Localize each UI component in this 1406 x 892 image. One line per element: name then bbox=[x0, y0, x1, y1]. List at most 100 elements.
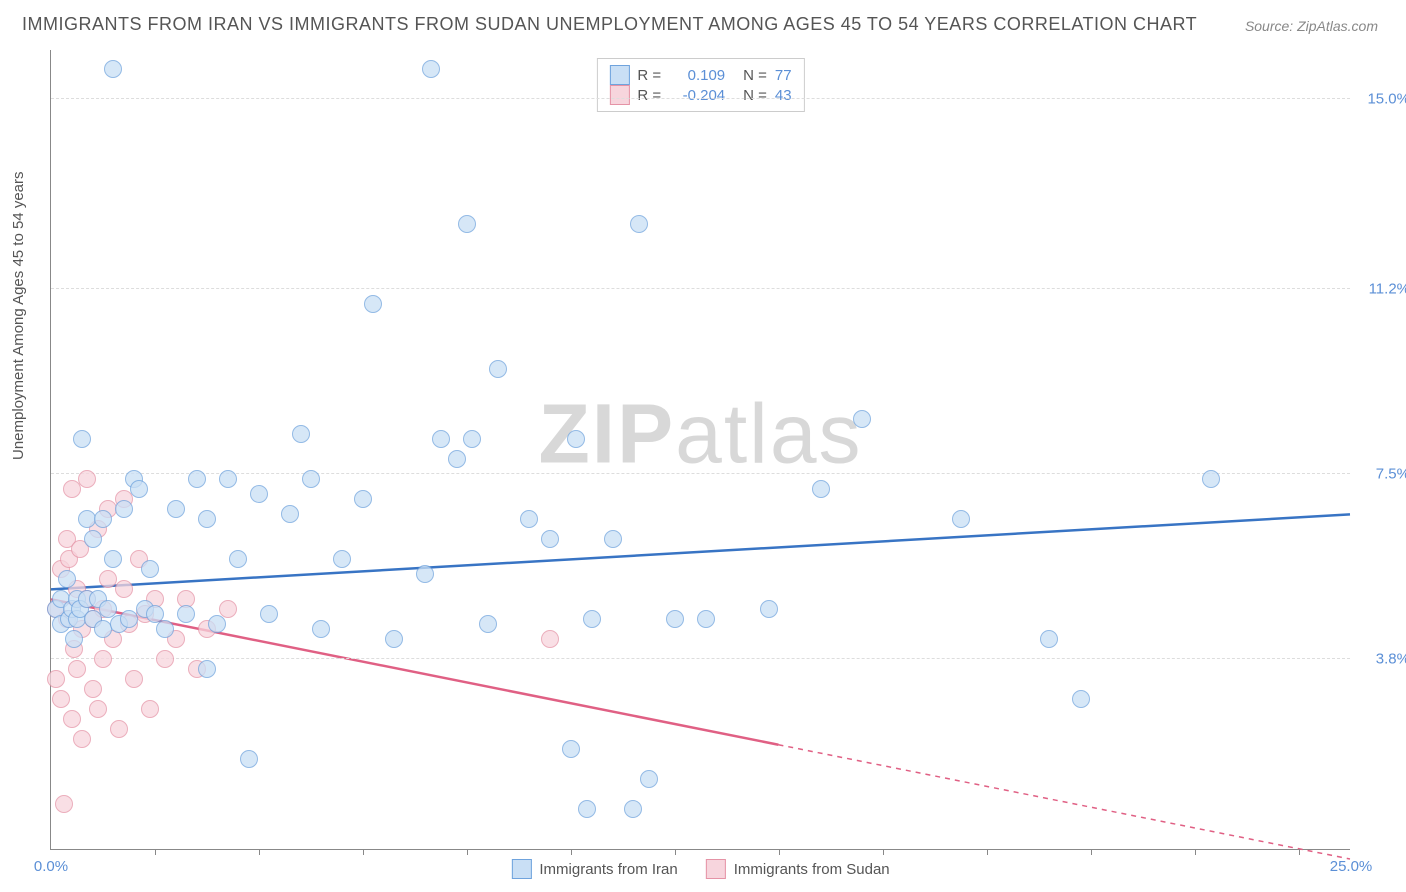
scatter-point-iran bbox=[167, 500, 185, 518]
trend-lines-svg bbox=[51, 50, 1350, 849]
y-tick-label: 15.0% bbox=[1355, 91, 1406, 108]
scatter-point-iran bbox=[333, 550, 351, 568]
scatter-plot-area: ZIPatlas R = 0.109 N = 77 R = -0.204 N =… bbox=[50, 50, 1350, 850]
scatter-point-sudan bbox=[110, 720, 128, 738]
x-tick-mark bbox=[779, 849, 780, 855]
scatter-point-sudan bbox=[84, 680, 102, 698]
scatter-point-iran bbox=[260, 605, 278, 623]
scatter-point-sudan bbox=[52, 690, 70, 708]
scatter-point-iran bbox=[104, 550, 122, 568]
gridline-h bbox=[51, 98, 1350, 99]
scatter-point-iran bbox=[94, 510, 112, 528]
legend-label-iran: Immigrants from Iran bbox=[539, 861, 677, 878]
scatter-point-iran bbox=[1040, 630, 1058, 648]
stats-legend: R = 0.109 N = 77 R = -0.204 N = 43 bbox=[596, 58, 804, 112]
swatch-sudan bbox=[609, 85, 629, 105]
series-legend: Immigrants from Iran Immigrants from Sud… bbox=[511, 859, 889, 879]
x-tick-mark bbox=[467, 849, 468, 855]
scatter-point-iran bbox=[562, 740, 580, 758]
scatter-point-iran bbox=[385, 630, 403, 648]
gridline-h bbox=[51, 288, 1350, 289]
stats-row-sudan: R = -0.204 N = 43 bbox=[609, 85, 791, 105]
x-tick-label: 0.0% bbox=[34, 858, 68, 875]
r-value-iran: 0.109 bbox=[669, 67, 725, 84]
stats-row-iran: R = 0.109 N = 77 bbox=[609, 65, 791, 85]
x-tick-mark bbox=[1299, 849, 1300, 855]
scatter-point-sudan bbox=[94, 650, 112, 668]
x-tick-mark bbox=[883, 849, 884, 855]
scatter-point-sudan bbox=[47, 670, 65, 688]
scatter-point-iran bbox=[364, 295, 382, 313]
scatter-point-iran bbox=[229, 550, 247, 568]
scatter-point-iran bbox=[115, 500, 133, 518]
scatter-point-sudan bbox=[125, 670, 143, 688]
scatter-point-iran bbox=[312, 620, 330, 638]
scatter-point-sudan bbox=[73, 730, 91, 748]
y-axis-label: Unemployment Among Ages 45 to 54 years bbox=[10, 171, 27, 460]
scatter-point-sudan bbox=[68, 660, 86, 678]
scatter-point-iran bbox=[219, 470, 237, 488]
x-tick-mark bbox=[987, 849, 988, 855]
scatter-point-iran bbox=[188, 470, 206, 488]
scatter-point-iran bbox=[624, 800, 642, 818]
scatter-point-iran bbox=[578, 800, 596, 818]
scatter-point-sudan bbox=[55, 795, 73, 813]
scatter-point-sudan bbox=[156, 650, 174, 668]
scatter-point-iran bbox=[567, 430, 585, 448]
r-label-iran: R = bbox=[637, 67, 661, 84]
x-tick-mark bbox=[1195, 849, 1196, 855]
chart-title: IMMIGRANTS FROM IRAN VS IMMIGRANTS FROM … bbox=[22, 14, 1197, 35]
source-label: Source: ZipAtlas.com bbox=[1245, 18, 1378, 34]
scatter-point-iran bbox=[141, 560, 159, 578]
legend-item-sudan: Immigrants from Sudan bbox=[706, 859, 890, 879]
scatter-point-iran bbox=[760, 600, 778, 618]
scatter-point-sudan bbox=[89, 700, 107, 718]
n-value-sudan: 43 bbox=[775, 87, 792, 104]
gridline-h bbox=[51, 473, 1350, 474]
scatter-point-sudan bbox=[141, 700, 159, 718]
x-tick-mark bbox=[363, 849, 364, 855]
scatter-point-sudan bbox=[63, 710, 81, 728]
scatter-point-sudan bbox=[541, 630, 559, 648]
scatter-point-sudan bbox=[78, 470, 96, 488]
scatter-point-iran bbox=[489, 360, 507, 378]
scatter-point-iran bbox=[463, 430, 481, 448]
scatter-point-iran bbox=[583, 610, 601, 628]
swatch-iran-icon bbox=[511, 859, 531, 879]
scatter-point-iran bbox=[177, 605, 195, 623]
scatter-point-iran bbox=[604, 530, 622, 548]
scatter-point-iran bbox=[630, 215, 648, 233]
scatter-point-iran bbox=[240, 750, 258, 768]
scatter-point-iran bbox=[520, 510, 538, 528]
scatter-point-iran bbox=[65, 630, 83, 648]
scatter-point-iran bbox=[354, 490, 372, 508]
scatter-point-iran bbox=[198, 510, 216, 528]
scatter-point-iran bbox=[198, 660, 216, 678]
scatter-point-iran bbox=[292, 425, 310, 443]
scatter-point-iran bbox=[541, 530, 559, 548]
scatter-point-iran bbox=[432, 430, 450, 448]
scatter-point-iran bbox=[130, 480, 148, 498]
legend-item-iran: Immigrants from Iran bbox=[511, 859, 677, 879]
scatter-point-iran bbox=[104, 60, 122, 78]
x-tick-mark bbox=[675, 849, 676, 855]
gridline-h bbox=[51, 658, 1350, 659]
scatter-point-iran bbox=[697, 610, 715, 628]
scatter-point-iran bbox=[640, 770, 658, 788]
n-label-iran: N = bbox=[743, 67, 767, 84]
legend-label-sudan: Immigrants from Sudan bbox=[734, 861, 890, 878]
scatter-point-iran bbox=[58, 570, 76, 588]
scatter-point-iran bbox=[422, 60, 440, 78]
scatter-point-iran bbox=[120, 610, 138, 628]
scatter-point-iran bbox=[479, 615, 497, 633]
scatter-point-iran bbox=[73, 430, 91, 448]
trend-line-iran bbox=[51, 514, 1350, 589]
scatter-point-iran bbox=[458, 215, 476, 233]
scatter-point-iran bbox=[208, 615, 226, 633]
scatter-point-sudan bbox=[63, 480, 81, 498]
scatter-point-iran bbox=[812, 480, 830, 498]
trend-line-sudan-extrapolated bbox=[778, 745, 1350, 859]
swatch-sudan-icon bbox=[706, 859, 726, 879]
scatter-point-iran bbox=[281, 505, 299, 523]
swatch-iran bbox=[609, 65, 629, 85]
